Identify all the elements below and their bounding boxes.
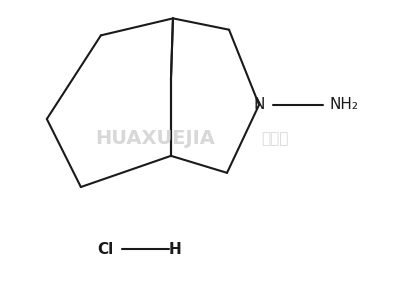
Text: H: H (168, 242, 181, 257)
Text: NH₂: NH₂ (328, 97, 357, 112)
Text: HUAXUEJIA: HUAXUEJIA (95, 129, 214, 148)
Text: N: N (253, 97, 264, 112)
Text: Cl: Cl (96, 242, 113, 257)
Text: 化学加: 化学加 (261, 131, 288, 146)
